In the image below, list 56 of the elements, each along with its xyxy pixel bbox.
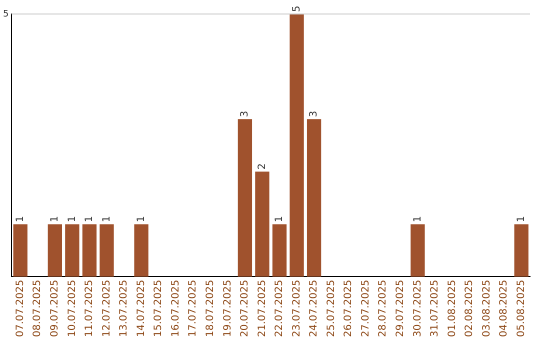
- data-label: 3: [308, 110, 320, 118]
- x-tick-label: 17.07.2025: [188, 280, 199, 338]
- data-label: 1: [136, 216, 147, 222]
- data-label: 3: [240, 110, 251, 118]
- x-tick-label: 09.07.2025: [50, 280, 61, 338]
- bar: [514, 224, 528, 277]
- x-tick-label: 05.08.2025: [516, 280, 527, 338]
- data-label: 1: [274, 216, 286, 222]
- bar: [48, 224, 62, 277]
- data-label: 1: [412, 216, 424, 222]
- x-tick-label: 18.07.2025: [204, 280, 216, 338]
- bar: [134, 224, 148, 277]
- x-tick-label: 15.07.2025: [153, 280, 164, 338]
- x-tick-label: 24.07.2025: [308, 280, 320, 338]
- x-tick-label: 02.08.2025: [464, 280, 476, 338]
- bar: [100, 224, 114, 277]
- bar: [272, 224, 287, 277]
- data-label: 2: [256, 163, 268, 170]
- x-tick-label: 01.08.2025: [446, 280, 458, 338]
- x-tick-label: 12.07.2025: [101, 280, 112, 338]
- x-tick-label: 25.07.2025: [326, 280, 337, 338]
- x-tick-label: 14.07.2025: [136, 280, 147, 338]
- bar: [13, 224, 28, 277]
- x-tick-label: 23.07.2025: [291, 280, 302, 338]
- x-tick-label: 13.07.2025: [118, 280, 130, 338]
- x-tick-label: 08.07.2025: [32, 280, 44, 338]
- data-label: 1: [14, 216, 26, 222]
- data-label: 1: [84, 216, 96, 222]
- bar: [82, 224, 97, 277]
- x-tick-label: 27.07.2025: [360, 280, 372, 338]
- x-tick-label: 28.07.2025: [378, 280, 389, 338]
- data-label: 1: [101, 216, 112, 222]
- bar: [65, 224, 80, 277]
- x-tick-label: 10.07.2025: [66, 280, 78, 338]
- data-label: 5: [291, 6, 302, 12]
- x-tick-label: 04.08.2025: [498, 280, 510, 338]
- x-tick-label: 03.08.2025: [481, 280, 492, 338]
- bar: [290, 14, 304, 277]
- x-tick-label: 30.07.2025: [412, 280, 424, 338]
- x-tick-label: 19.07.2025: [222, 280, 234, 338]
- x-tick-label: 07.07.2025: [14, 280, 26, 338]
- data-label: 1: [50, 216, 61, 222]
- x-tick-label: 31.07.2025: [430, 280, 441, 338]
- x-tick-label: 29.07.2025: [395, 280, 406, 338]
- x-tick-label: 22.07.2025: [274, 280, 286, 338]
- data-label: 1: [66, 216, 78, 222]
- bar: [306, 119, 322, 277]
- x-tick-label: 21.07.2025: [256, 280, 268, 338]
- data-label: 1: [516, 216, 527, 222]
- bar: [410, 224, 425, 277]
- bar: [255, 172, 270, 277]
- x-tick-label: 26.07.2025: [343, 280, 354, 338]
- x-tick-label: 11.07.2025: [84, 280, 96, 338]
- x-tick-label: 16.07.2025: [170, 280, 182, 338]
- bar: [238, 119, 252, 277]
- x-tick-label: 20.07.2025: [240, 280, 251, 338]
